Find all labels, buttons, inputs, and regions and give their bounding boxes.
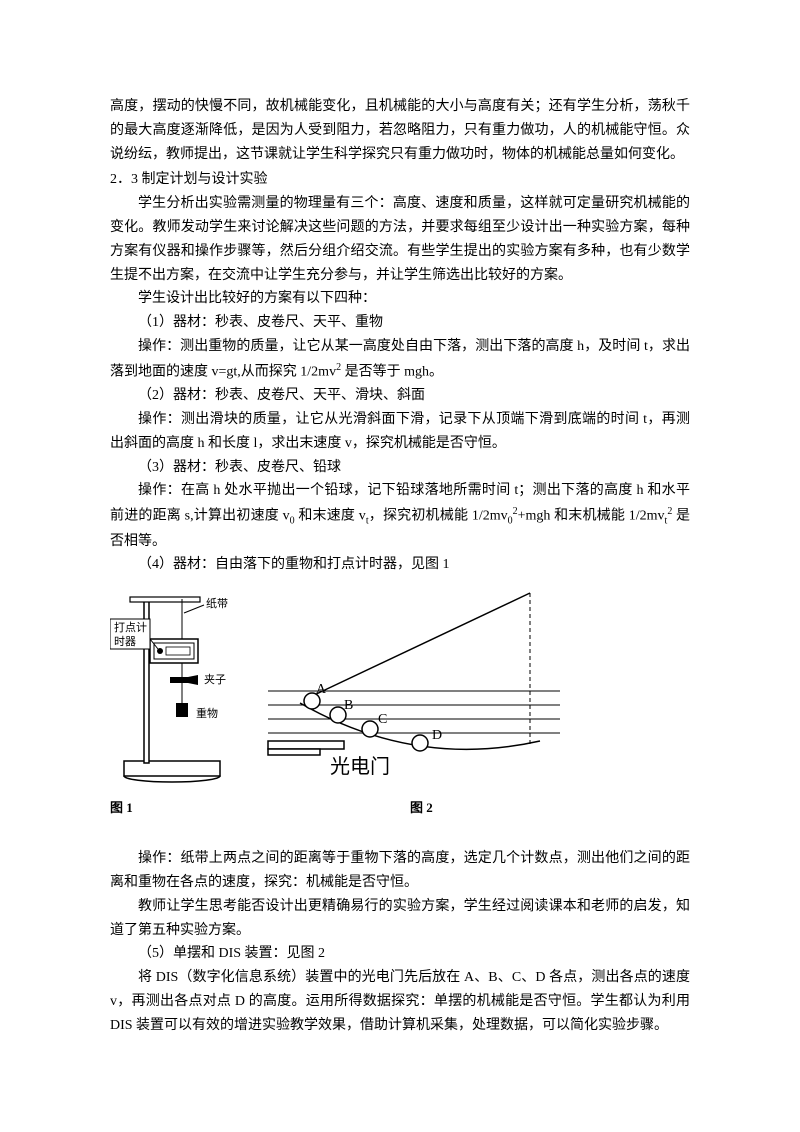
sub-0-2: 0 bbox=[508, 516, 513, 527]
option2-operation: 操作：测出滑块的质量，让它从光滑斜面下滑，记录下从顶端下滑到底端的时间 t，再测… bbox=[110, 408, 690, 456]
figure-1-block: 打点计 时器 纸带 夹子 重物 图 1 bbox=[110, 591, 250, 819]
section-2-3-heading: 2．3 制定计划与设计实验 bbox=[110, 168, 690, 192]
figure-2-svg: A B C D 光电门 bbox=[260, 591, 580, 786]
svg-text:A: A bbox=[316, 682, 327, 697]
svg-text:光电门: 光电门 bbox=[330, 755, 390, 778]
option3-head: （3）器材：秒表、皮卷尺、铅球 bbox=[110, 456, 690, 480]
svg-text:夹子: 夹子 bbox=[204, 673, 226, 686]
document-page: 高度，摆动的快慢不同，故机械能变化，且机械能的大小与高度有关；还有学生分析，荡秋… bbox=[0, 0, 800, 1132]
option5-head: （5）单摆和 DIS 装置：见图 2 bbox=[110, 942, 690, 966]
figure-1-svg: 打点计 时器 纸带 夹子 重物 bbox=[110, 591, 250, 786]
svg-text:C: C bbox=[378, 712, 387, 727]
svg-text:B: B bbox=[344, 698, 353, 713]
figure-2-caption: 图 2 bbox=[410, 797, 580, 819]
svg-text:D: D bbox=[432, 728, 442, 743]
sub-t-2: t bbox=[665, 516, 668, 527]
figure-2-block: A B C D 光电门 图 2 bbox=[260, 591, 580, 819]
svg-text:时器: 时器 bbox=[114, 635, 136, 648]
option1-operation: 操作：测出重物的质量，让它从某一高度处自由下落，测出下落的高度 h，及时间 t，… bbox=[110, 335, 690, 384]
option5-operation: 将 DIS（数字化信息系统）装置中的光电门先后放在 A、B、C、D 各点，测出各… bbox=[110, 966, 690, 1037]
opt3-b: 和末速度 v bbox=[295, 509, 366, 524]
s23-p1: 学生分析出实验需测量的物理量有三个：高度、速度和质量，这样就可定量研究机械能的变… bbox=[110, 192, 690, 287]
opt3-c: ，探究初机械能 1/2mv bbox=[369, 509, 508, 524]
option1-head: （1）器材：秒表、皮卷尺、天平、重物 bbox=[110, 311, 690, 335]
svg-text:重物: 重物 bbox=[196, 706, 218, 720]
opt3-d: +mgh 和末机械能 1/2mv bbox=[518, 509, 665, 524]
intro-paragraph: 高度，摆动的快慢不同，故机械能变化，且机械能的大小与高度有关；还有学生分析，荡秋… bbox=[110, 95, 690, 166]
figure-1-caption: 图 1 bbox=[110, 797, 250, 819]
svg-text:纸带: 纸带 bbox=[206, 597, 228, 610]
opt1-text-b: 是否等于 mgh。 bbox=[341, 364, 443, 379]
post-figure-paragraph: 操作：纸带上两点之间的距离等于重物下落的高度，选定几个计数点，测出他们之间的距离… bbox=[110, 847, 690, 895]
s23-p2: 学生设计出比较好的方案有以下四种： bbox=[110, 287, 690, 311]
option3-operation: 操作：在高 h 处水平抛出一个铅球，记下铅球落地所需时间 t；测出下落的高度 h… bbox=[110, 479, 690, 553]
option4-head: （4）器材：自由落下的重物和打点计时器，见图 1 bbox=[110, 553, 690, 577]
figures-row: 打点计 时器 纸带 夹子 重物 图 1 bbox=[110, 591, 690, 819]
option2-head: （2）器材：秒表、皮卷尺、天平、滑块、斜面 bbox=[110, 384, 690, 408]
teacher-paragraph: 教师让学生思考能否设计出更精确易行的实验方案，学生经过阅读课本和老师的启发，知道… bbox=[110, 895, 690, 943]
svg-text:打点计: 打点计 bbox=[114, 620, 147, 634]
